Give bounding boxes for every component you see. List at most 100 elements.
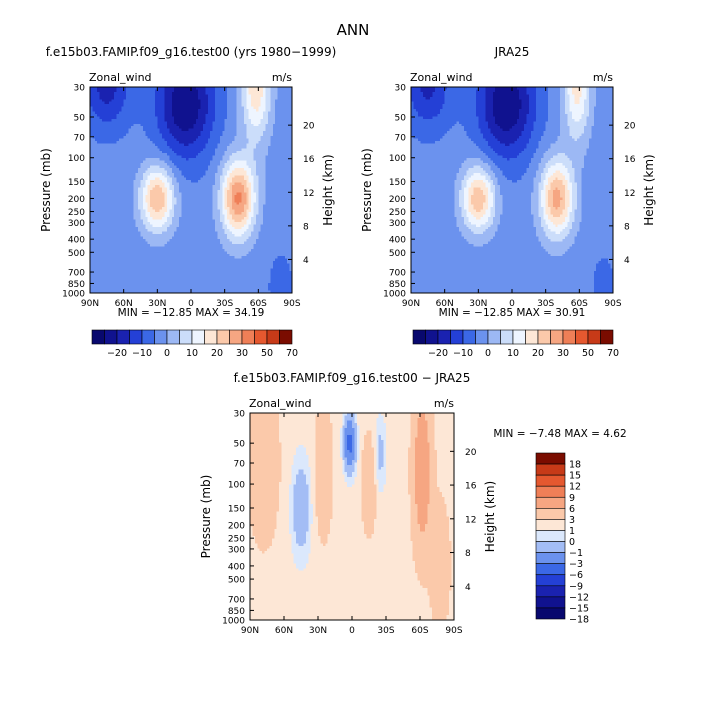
min-max-stats: MIN = −12.85 MAX = 30.91 <box>439 307 586 319</box>
x-tick-label: 60N <box>275 626 293 636</box>
y-tick-label: 70 <box>74 133 86 143</box>
contour-fill <box>250 413 455 621</box>
x-tick-label: 60N <box>115 299 133 309</box>
colorbar-swatch <box>535 485 566 498</box>
chart-panel-3: f.e15b03.FAMIP.f09_g16.test00 − JRA25 Zon… <box>199 371 627 636</box>
height-tick-label: 20 <box>465 448 477 458</box>
x-tick-label: 30S <box>377 626 394 636</box>
panels: f.e15b03.FAMIP.f09_g16.test00 (yrs 1980−… <box>39 45 656 636</box>
y-tick-label: 500 <box>228 576 245 586</box>
colorbar-swatch <box>91 329 105 345</box>
height-axis-title: Height (km) <box>321 154 335 225</box>
panel-title: f.e15b03.FAMIP.f09_g16.test00 − JRA25 <box>234 371 471 385</box>
units-label: m/s <box>593 71 613 84</box>
figure-title: ANN <box>337 21 370 39</box>
colorbar: −20 −10 0 10 20 30 50 70 <box>91 329 298 359</box>
height-tick-label: 8 <box>465 549 471 559</box>
height-tick-label: 4 <box>624 256 630 266</box>
colorbar-swatch <box>462 329 476 345</box>
x-tick-label: 90S <box>445 626 462 636</box>
colorbar-swatch <box>154 329 168 345</box>
colorbar-label: 70 <box>286 348 298 359</box>
colorbar-swatch <box>179 329 193 345</box>
chart-panel-2: JRA25 Zonal_wind m/s 90N 60N 30N 0 30S 60S 90S 30 5… <box>360 45 656 359</box>
variable-label: Zonal_wind <box>249 397 312 410</box>
y-tick-label: 200 <box>68 195 85 205</box>
contour-fill <box>90 87 293 294</box>
y-tick-label: 500 <box>389 249 406 259</box>
colorbar-label: −10 <box>453 348 473 359</box>
y-tick-label: 700 <box>228 595 245 605</box>
y-tick-label: 30 <box>74 84 86 94</box>
x-tick-label: 0 <box>349 626 355 636</box>
y-tick-label: 100 <box>228 481 245 491</box>
y-tick-label: 150 <box>389 178 406 188</box>
colorbar-swatch <box>450 329 464 345</box>
colorbar-swatch <box>254 329 268 345</box>
panel-title: f.e15b03.FAMIP.f09_g16.test00 (yrs 1980−… <box>46 45 337 59</box>
y-tick-label: 700 <box>389 269 406 279</box>
x-tick-label: 60S <box>571 299 588 309</box>
colorbar-label: −1 <box>569 548 583 559</box>
colorbar-label: −20 <box>107 348 127 359</box>
colorbar-swatch <box>412 329 426 345</box>
colorbar-swatch <box>575 329 589 345</box>
y-tick-label: 400 <box>228 562 245 572</box>
colorbar-label: 15 <box>569 471 581 482</box>
colorbar-swatch <box>535 585 566 598</box>
height-tick-label: 8 <box>624 222 630 232</box>
colorbar-label: 3 <box>569 515 575 526</box>
y-tick-label: 50 <box>74 114 86 124</box>
height-tick-label: 16 <box>624 155 636 165</box>
colorbar-label: 50 <box>261 348 273 359</box>
colorbar-swatch <box>116 329 130 345</box>
y-tick-label: 150 <box>228 505 245 515</box>
colorbar-label: 0 <box>485 348 491 359</box>
colorbar-swatch <box>512 329 526 345</box>
variable-label: Zonal_wind <box>410 71 473 84</box>
colorbar-swatch <box>535 519 566 531</box>
colorbar-swatch <box>537 329 551 345</box>
colorbar-label: 10 <box>186 348 198 359</box>
y-tick-label: 200 <box>389 195 406 205</box>
x-tick-label: 30S <box>216 299 233 309</box>
colorbar-swatch <box>141 329 155 345</box>
units-label: m/s <box>272 71 292 84</box>
height-tick-label: 8 <box>303 222 309 232</box>
y-axis-title: Pressure (mb) <box>39 148 53 232</box>
y-tick-label: 1000 <box>222 617 245 627</box>
colorbar-swatch <box>535 463 566 476</box>
colorbar-label: 0 <box>569 537 575 548</box>
y-tick-label: 300 <box>228 545 245 555</box>
colorbar-swatch <box>535 530 566 542</box>
colorbar-swatch <box>266 329 280 345</box>
colorbar-label: −12 <box>569 592 589 603</box>
height-tick-label: 20 <box>303 122 315 132</box>
colorbar-label: −20 <box>428 348 448 359</box>
colorbar-swatch <box>525 329 539 345</box>
x-tick-label: 0 <box>509 299 515 309</box>
colorbar-swatch <box>216 329 230 345</box>
x-tick-label: 90N <box>241 626 259 636</box>
colorbar-swatch <box>166 329 180 345</box>
colorbar-swatch <box>475 329 489 345</box>
colorbar-swatch <box>600 329 614 345</box>
colorbar-swatch <box>535 474 566 487</box>
colorbar-label: 20 <box>211 348 223 359</box>
variable-label: Zonal_wind <box>89 71 152 84</box>
colorbar-swatch <box>535 596 566 609</box>
x-tick-label: 30N <box>469 299 487 309</box>
colorbar-label: 9 <box>569 493 575 504</box>
y-tick-label: 250 <box>228 535 245 545</box>
colorbar-swatch <box>535 508 566 520</box>
colorbar-label: −3 <box>569 559 583 570</box>
height-tick-label: 12 <box>465 515 476 525</box>
colorbar-label: 30 <box>557 348 569 359</box>
colorbar-label: −10 <box>132 348 152 359</box>
y-tick-label: 100 <box>389 154 406 164</box>
height-axis-title: Height (km) <box>642 154 656 225</box>
x-tick-label: 0 <box>188 299 194 309</box>
y-tick-label: 400 <box>68 236 85 246</box>
